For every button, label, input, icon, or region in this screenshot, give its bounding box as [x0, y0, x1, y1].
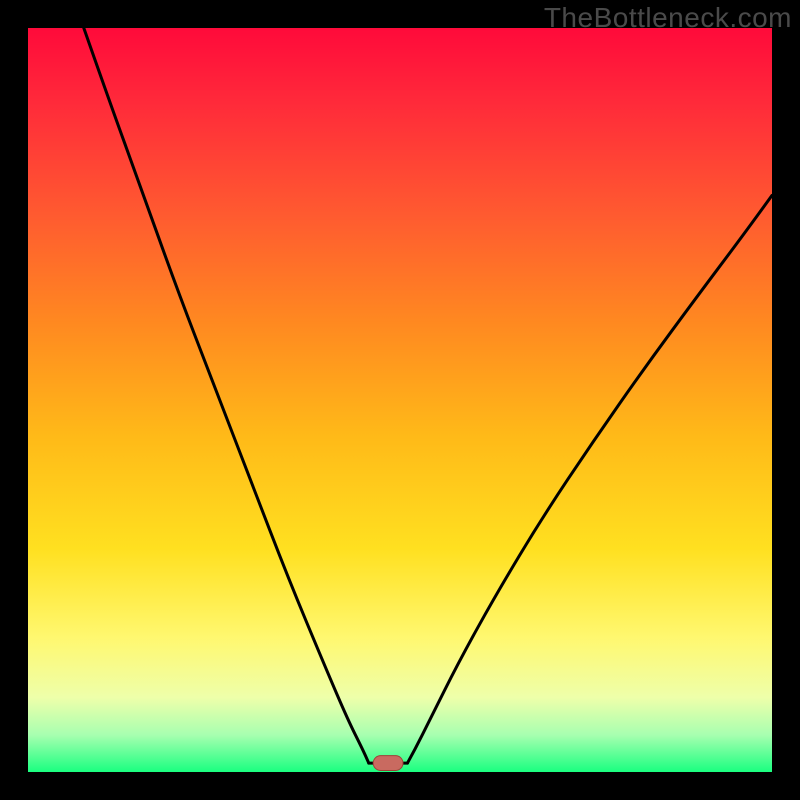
chart-outer-frame: TheBottleneck.com [0, 0, 800, 800]
watermark-text: TheBottleneck.com [544, 2, 792, 34]
chart-plot-area [28, 28, 772, 772]
